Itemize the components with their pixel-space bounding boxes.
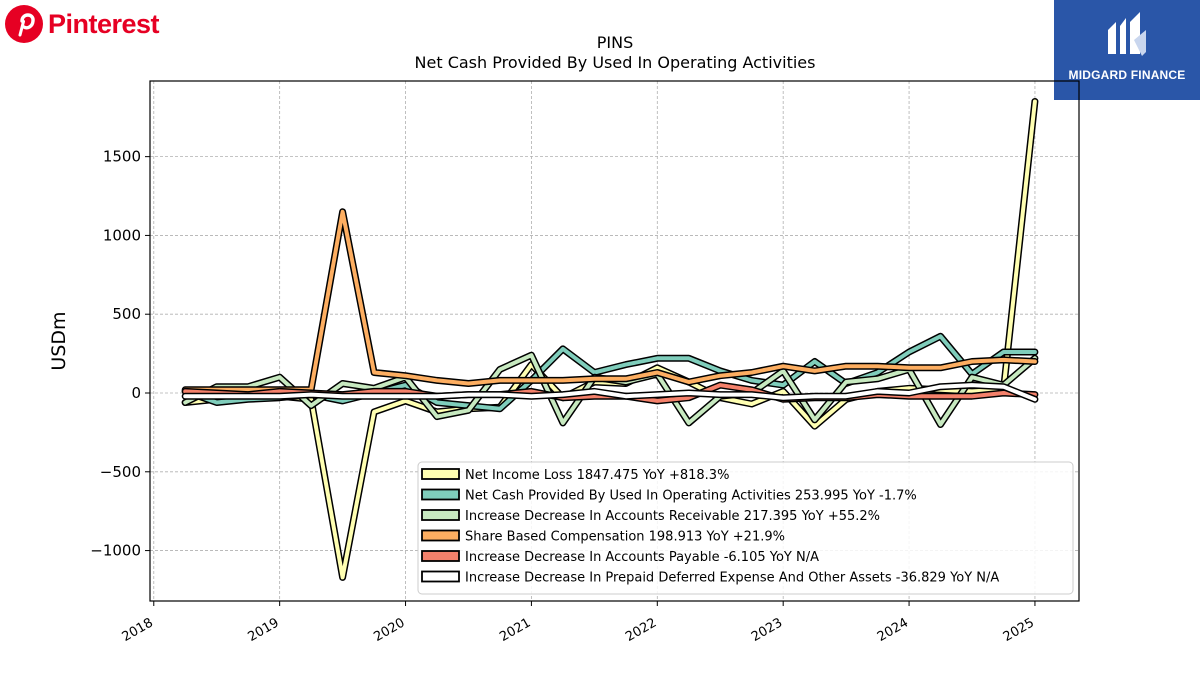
legend-label-3: Share Based Compensation 198.913 YoY +21… [465,530,785,545]
legend-label-0: Net Income Loss 1847.475 YoY +818.3% [465,468,729,483]
x-tick-label: 2019 [245,615,281,645]
x-tick-label: 2020 [371,615,407,645]
chart-subtitle: Net Cash Provided By Used In Operating A… [415,53,816,72]
y-axis: −1000 −500 0 500 1000 1500 [90,148,150,560]
x-tick-label: 2025 [1001,615,1037,645]
legend-label-4: Increase Decrease In Accounts Payable -6… [465,550,819,565]
legend: Net Income Loss 1847.475 YoY +818.3% Net … [417,461,1074,595]
legend-swatch-0 [421,468,460,480]
y-tick-label: 1000 [103,226,141,244]
badge-name: MIDGARD FINANCE [1068,68,1186,82]
legend-swatch-3 [421,529,460,542]
legend-swatch-1 [421,488,460,501]
midgard-m-icon [1108,12,1146,56]
midgard-finance-badge: MIDGARD FINANCE [1054,0,1200,100]
brand-name: Pinterest [48,8,160,39]
legend-box [417,461,1074,595]
x-tick-label: 2022 [623,615,659,645]
y-tick-label: 1500 [103,148,141,166]
x-tick-label: 2024 [875,615,911,645]
gridlines [150,81,1079,601]
y-axis-label: USDm [48,311,70,370]
x-tick-label: 2018 [120,615,156,645]
x-tick-label: 2021 [497,615,533,645]
y-tick-label: 0 [131,384,141,402]
legend-swatch-5 [421,570,460,583]
legend-label-1: Net Cash Provided By Used In Operating A… [465,489,917,504]
y-tick-label: −1000 [90,542,141,560]
chart-title: PINS [597,33,634,52]
x-axis: 2018 2019 2020 2021 2022 2023 2024 2025 [120,601,1037,645]
series-3-outline [181,208,1039,394]
x-tick-label: 2023 [749,615,785,645]
pinterest-brand: Pinterest [4,4,160,44]
series-lines [181,98,1039,581]
series-5-line [183,383,1037,402]
y-tick-label: 500 [112,305,141,323]
legend-swatch-4 [421,550,460,562]
series-3-line [183,209,1037,392]
legend-label-5: Increase Decrease In Prepaid Deferred Ex… [465,571,999,586]
plot-frame [149,80,1080,602]
pinterest-p-icon [5,5,43,43]
y-tick-label: −500 [100,463,141,481]
legend-swatch-2 [421,509,460,521]
legend-label-2: Increase Decrease In Accounts Receivable… [465,509,880,524]
